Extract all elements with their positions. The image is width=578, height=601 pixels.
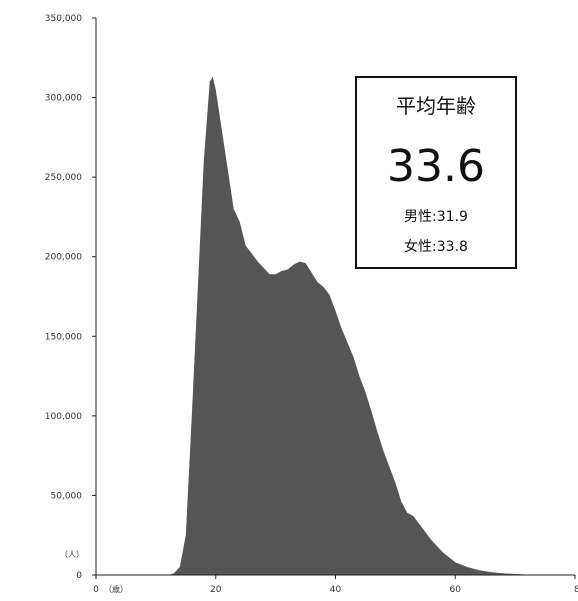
y-tick-label: 250,000 — [45, 173, 82, 183]
male-average-age: 男性:31.9 — [404, 209, 468, 225]
y-tick-label: 350,000 — [45, 14, 82, 24]
average-age-value: 33.6 — [387, 141, 485, 192]
age-distribution-area-0 — [96, 76, 575, 575]
ticks-layer: 0 50,000 100,000 150,000 200,000 250,000 300,0… — [45, 14, 578, 595]
average-age-title: 平均年齢 — [396, 94, 476, 118]
y-tick-label: 100,000 — [45, 412, 82, 422]
y-tick-label: 200,000 — [45, 253, 82, 263]
x-tick-label: 40 — [330, 585, 342, 595]
y-tick-label: 300,000 — [45, 94, 82, 104]
x-tick-label: 20 — [210, 585, 222, 595]
x-unit-label: （歳） — [104, 584, 128, 594]
female-average-age: 女性:33.8 — [404, 239, 468, 255]
average-age-box: 平均年齢 33.6 男性:31.9 女性:33.8 — [355, 76, 517, 269]
x-tick-label: 60 — [450, 585, 462, 595]
x-tick-label: 8 — [574, 585, 578, 595]
y-tick-label: 50,000 — [51, 491, 83, 501]
y-tick-label: 150,000 — [45, 332, 82, 342]
y-tick-label: 0 — [76, 571, 82, 581]
area-layer — [96, 76, 575, 575]
x-tick-label: 0 — [93, 585, 99, 595]
y-unit-label: （人） — [60, 550, 84, 559]
